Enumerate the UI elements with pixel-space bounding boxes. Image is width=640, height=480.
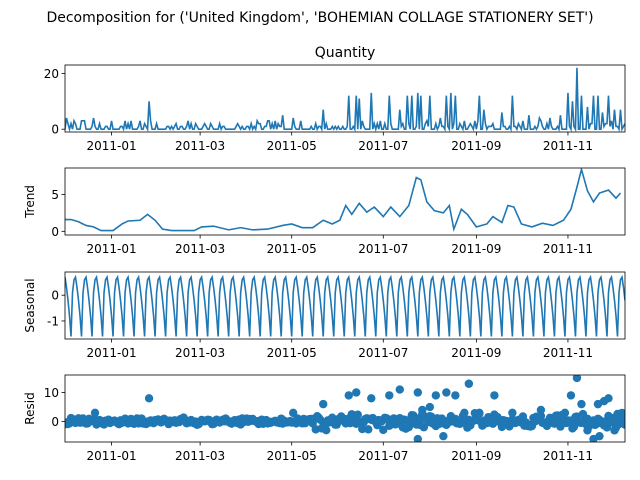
x-tick-label: 2011-07 (358, 346, 408, 360)
data-point (379, 425, 388, 435)
x-tick-label: 2011-01 (86, 346, 136, 360)
data-point (566, 391, 576, 400)
data-point (289, 408, 298, 418)
data-point (442, 388, 451, 397)
axes-frame (64, 374, 626, 443)
x-tick-label: 2011-05 (267, 139, 317, 153)
data-point (572, 375, 582, 383)
data-point (395, 385, 404, 394)
y-tick-label: 0 (51, 123, 59, 137)
y-tick-label: 0 (51, 225, 59, 239)
y-axis-label: Trend (23, 185, 37, 219)
x-tick-label: 2011-07 (358, 139, 408, 153)
x-tick-label: 2011-05 (267, 449, 317, 463)
data-point (583, 426, 592, 435)
y-axis-label: Resid (23, 392, 37, 424)
x-tick-label: 2011-05 (267, 346, 317, 360)
data-point (322, 426, 331, 435)
data-point (385, 391, 394, 400)
subplot-panels: Quantity 0 20 2011-01 2011-03 2011-05 2011-07 2… (23, 45, 626, 463)
x-tick-label: 2011-11 (543, 449, 593, 463)
data-point (364, 425, 373, 434)
x-tick-label: 2011-01 (86, 449, 136, 463)
data-point (358, 424, 367, 434)
axes-frame (64, 64, 626, 133)
x-tick-label: 2011-07 (358, 242, 408, 256)
data-point (460, 408, 469, 418)
x-tick-label: 2011-07 (358, 449, 408, 463)
data-point (353, 410, 362, 419)
data-point (508, 408, 517, 418)
y-tick-label: 5 (51, 188, 59, 202)
data-point (536, 405, 546, 415)
x-tick-label: 2011-01 (86, 139, 136, 153)
data-point (431, 391, 441, 400)
series-line (65, 168, 622, 233)
data-point (475, 408, 484, 418)
subplot-4: Resid 0 10 2011-01 2011-03 2011-05 2011-07 2011… (23, 374, 626, 463)
data-point (418, 405, 427, 415)
subplot-1: Quantity 0 20 2011-01 2011-03 2011-05 2011-07 2… (44, 45, 626, 153)
data-point (536, 411, 546, 421)
y-tick-label: 20 (44, 67, 59, 81)
subplot-title: Quantity (315, 45, 376, 61)
data-point (616, 414, 625, 423)
data-point (344, 391, 353, 400)
series-line (65, 274, 625, 337)
data-point (610, 426, 619, 435)
data-point (604, 394, 613, 403)
data-point (577, 399, 586, 409)
data-point (367, 394, 376, 403)
y-tick-label: 0 (51, 289, 59, 303)
data-point (413, 388, 423, 397)
x-tick-label: 2011-09 (451, 242, 501, 256)
y-tick-label: 10 (44, 386, 59, 400)
subplot-3: Seasonal -1 0 2011-01 2011-03 2011-05 2011-07 2… (23, 271, 626, 360)
x-tick-label: 2011-09 (451, 346, 501, 360)
x-tick-label: 2011-03 (175, 139, 225, 153)
x-tick-label: 2011-05 (267, 242, 317, 256)
x-tick-label: 2011-09 (451, 139, 501, 153)
scatter-points (65, 375, 625, 442)
x-tick-label: 2011-11 (543, 346, 593, 360)
subplot-2: Trend 0 5 2011-01 2011-03 2011-05 2011-07 2011-… (23, 167, 626, 256)
data-point (352, 388, 361, 397)
x-tick-label: 2011-11 (543, 242, 593, 256)
data-point (451, 391, 460, 400)
x-tick-label: 2011-03 (175, 346, 225, 360)
y-axis-label: Seasonal (23, 278, 37, 332)
data-point (490, 391, 499, 400)
data-point (425, 402, 435, 412)
data-point (595, 431, 604, 441)
x-tick-label: 2011-09 (451, 449, 501, 463)
data-point (560, 408, 570, 418)
x-tick-label: 2011-03 (175, 242, 225, 256)
axes-frame (64, 271, 626, 340)
data-point (439, 431, 448, 441)
x-tick-label: 2011-01 (86, 242, 136, 256)
y-tick-label: 0 (51, 415, 59, 429)
data-point (90, 408, 100, 418)
x-tick-label: 2011-03 (175, 449, 225, 463)
series-line (65, 67, 625, 132)
x-tick-label: 2011-11 (543, 139, 593, 153)
figure-suptitle: Decomposition for ('United Kingdom', 'BO… (46, 10, 593, 26)
data-point (319, 399, 328, 409)
axes-frame (64, 167, 626, 236)
data-point (144, 394, 154, 403)
data-point (413, 434, 423, 442)
y-tick-label: -1 (47, 314, 59, 328)
data-point (464, 379, 474, 388)
